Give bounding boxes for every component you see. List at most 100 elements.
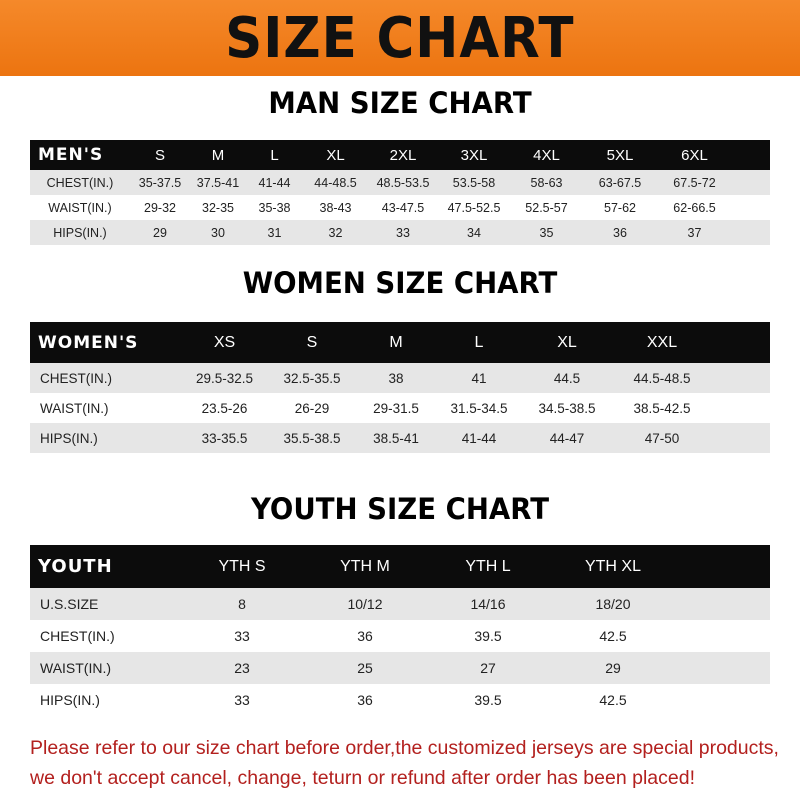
cell: 6XL [681, 146, 708, 164]
cell: XXL [646, 333, 678, 351]
youth-size-table: YOUTH YTH S YTH M YTH L YTH XL U.S.SIZE 8 10/12… [30, 545, 770, 716]
cell: 41-44 [461, 430, 497, 446]
order-notice: Please refer to our size chart before or… [30, 733, 790, 793]
title-banner: SIZE CHART [0, 0, 800, 76]
row-label: CHEST(IN.) [46, 175, 114, 190]
cell: 43-47.5 [381, 200, 425, 215]
cell: 47.5-52.5 [447, 200, 501, 215]
cell: 63-67.5 [598, 175, 642, 190]
cell: 33-35.5 [201, 430, 248, 446]
notice-line-1: Please refer to our size chart before or… [30, 737, 779, 759]
cell: YTH XL [584, 557, 641, 575]
cell: 47-50 [644, 430, 680, 446]
men-size-table: MEN'S S M L XL 2XL 3XL 4XL 5XL 6XL CHEST(IN.) 35-37… [30, 140, 770, 245]
cell: 57-62 [604, 200, 636, 215]
table-row: WAIST(IN.) 23.5-26 26-29 29-31.5 31.5-34.5 34… [30, 393, 770, 423]
cell: 32.5-35.5 [283, 370, 341, 386]
table-row: U.S.SIZE 8 10/12 14/16 18/20 [30, 588, 770, 620]
cell: 34.5-38.5 [538, 400, 596, 416]
row-label: CHEST(IN.) [40, 370, 112, 386]
table-row: CHEST(IN.) 35-37.5 37.5-41 41-44 44-48.5 48.5… [30, 170, 770, 195]
cell: 38.5-41 [373, 430, 419, 446]
cell: 4XL [533, 146, 560, 164]
cell: 23.5-26 [201, 400, 248, 416]
cell: 25 [357, 660, 373, 676]
cell: 38.5-42.5 [633, 400, 691, 416]
women-section-title: WOMEN SIZE CHART [242, 266, 558, 300]
cell: 62-66.5 [673, 200, 716, 215]
cell: 34 [467, 225, 481, 240]
cell: 23 [234, 660, 250, 676]
cell: 30 [211, 225, 225, 240]
men-section-title: MAN SIZE CHART [268, 86, 532, 120]
cell: 33 [234, 692, 250, 708]
cell: 58-63 [530, 175, 563, 190]
cell: 35.5-38.5 [283, 430, 341, 446]
cell: 2XL [389, 146, 417, 164]
cell: 32-35 [202, 200, 234, 215]
row-label: WAIST(IN.) [40, 660, 112, 676]
women-size-table: WOMEN'S XS S M L XL XXL CHEST(IN.) 29.5-32.5 32.5… [30, 322, 770, 453]
table-row: WAIST(IN.) 23 25 27 29 [30, 652, 770, 684]
cell: 29-32 [144, 200, 176, 215]
youth-section-title: YOUTH SIZE CHART [250, 492, 550, 526]
cell: XL [326, 146, 345, 164]
header-row: YOUTH YTH S YTH M YTH L YTH XL [30, 545, 770, 588]
cell: 35 [539, 225, 554, 240]
cell: 52.5-57 [525, 200, 568, 215]
table-row: HIPS(IN.) 33-35.5 35.5-38.5 38.5-41 41-44 44-… [30, 423, 770, 453]
cell: 48.5-53.5 [376, 175, 430, 190]
cell: 29.5-32.5 [195, 370, 254, 386]
cell: 29 [153, 225, 167, 240]
notice-line-2: we don't accept cancel, change, teturn o… [30, 767, 695, 789]
cell: 33 [234, 628, 250, 644]
cell: 10/12 [347, 596, 383, 612]
cell: YTH M [340, 557, 390, 575]
cell: 67.5-72 [673, 175, 716, 190]
cell: 3XL [460, 146, 488, 164]
cell: 38-43 [319, 200, 352, 215]
cell: 44-47 [549, 430, 585, 446]
row-label: WAIST(IN.) [48, 200, 112, 215]
cell: M [211, 146, 225, 164]
cell: S [154, 146, 165, 164]
cell: 8 [238, 596, 246, 612]
cell: 27 [480, 660, 496, 676]
cell: M [389, 333, 403, 351]
table-row: HIPS(IN.) 33 36 39.5 42.5 [30, 684, 770, 716]
table-row: WAIST(IN.) 29-32 32-35 35-38 38-43 43-47.5 47.… [30, 195, 770, 220]
row-label: HIPS(IN.) [40, 692, 100, 708]
cell: 42.5 [599, 628, 627, 644]
cell: 44.5 [553, 370, 581, 386]
cell: 39.5 [474, 692, 502, 708]
cell: L [474, 333, 484, 351]
cell: XS [213, 333, 236, 351]
cell: 14/16 [470, 596, 506, 612]
cell: YTH L [465, 557, 511, 575]
cell: XL [557, 333, 577, 351]
header-row: MEN'S S M L XL 2XL 3XL 4XL 5XL 6XL [30, 140, 770, 170]
cell: 39.5 [474, 628, 502, 644]
row-label: HIPS(IN.) [40, 430, 98, 446]
cell: 26-29 [294, 400, 330, 416]
cell: 35-37.5 [138, 175, 182, 190]
cell: 32 [328, 225, 343, 240]
cell: 42.5 [599, 692, 627, 708]
cell: L [270, 146, 279, 164]
cell: 38 [388, 370, 404, 386]
cell: 44-48.5 [314, 175, 357, 190]
cell: S [306, 333, 318, 351]
row-label: MEN'S [38, 145, 104, 165]
cell: 35-38 [258, 200, 291, 215]
page-title: SIZE CHART [225, 5, 575, 71]
cell: 36 [613, 225, 627, 240]
cell: 37.5-41 [196, 175, 240, 190]
table-row: CHEST(IN.) 29.5-32.5 32.5-35.5 38 41 44.5 44.5… [30, 363, 770, 393]
cell: 29-31.5 [373, 400, 419, 416]
cell: 36 [357, 692, 373, 708]
cell: 41 [471, 370, 487, 386]
row-label: YOUTH [38, 556, 113, 577]
cell: YTH S [218, 557, 266, 575]
cell: 53.5-58 [452, 175, 496, 190]
cell: 31 [267, 225, 282, 240]
